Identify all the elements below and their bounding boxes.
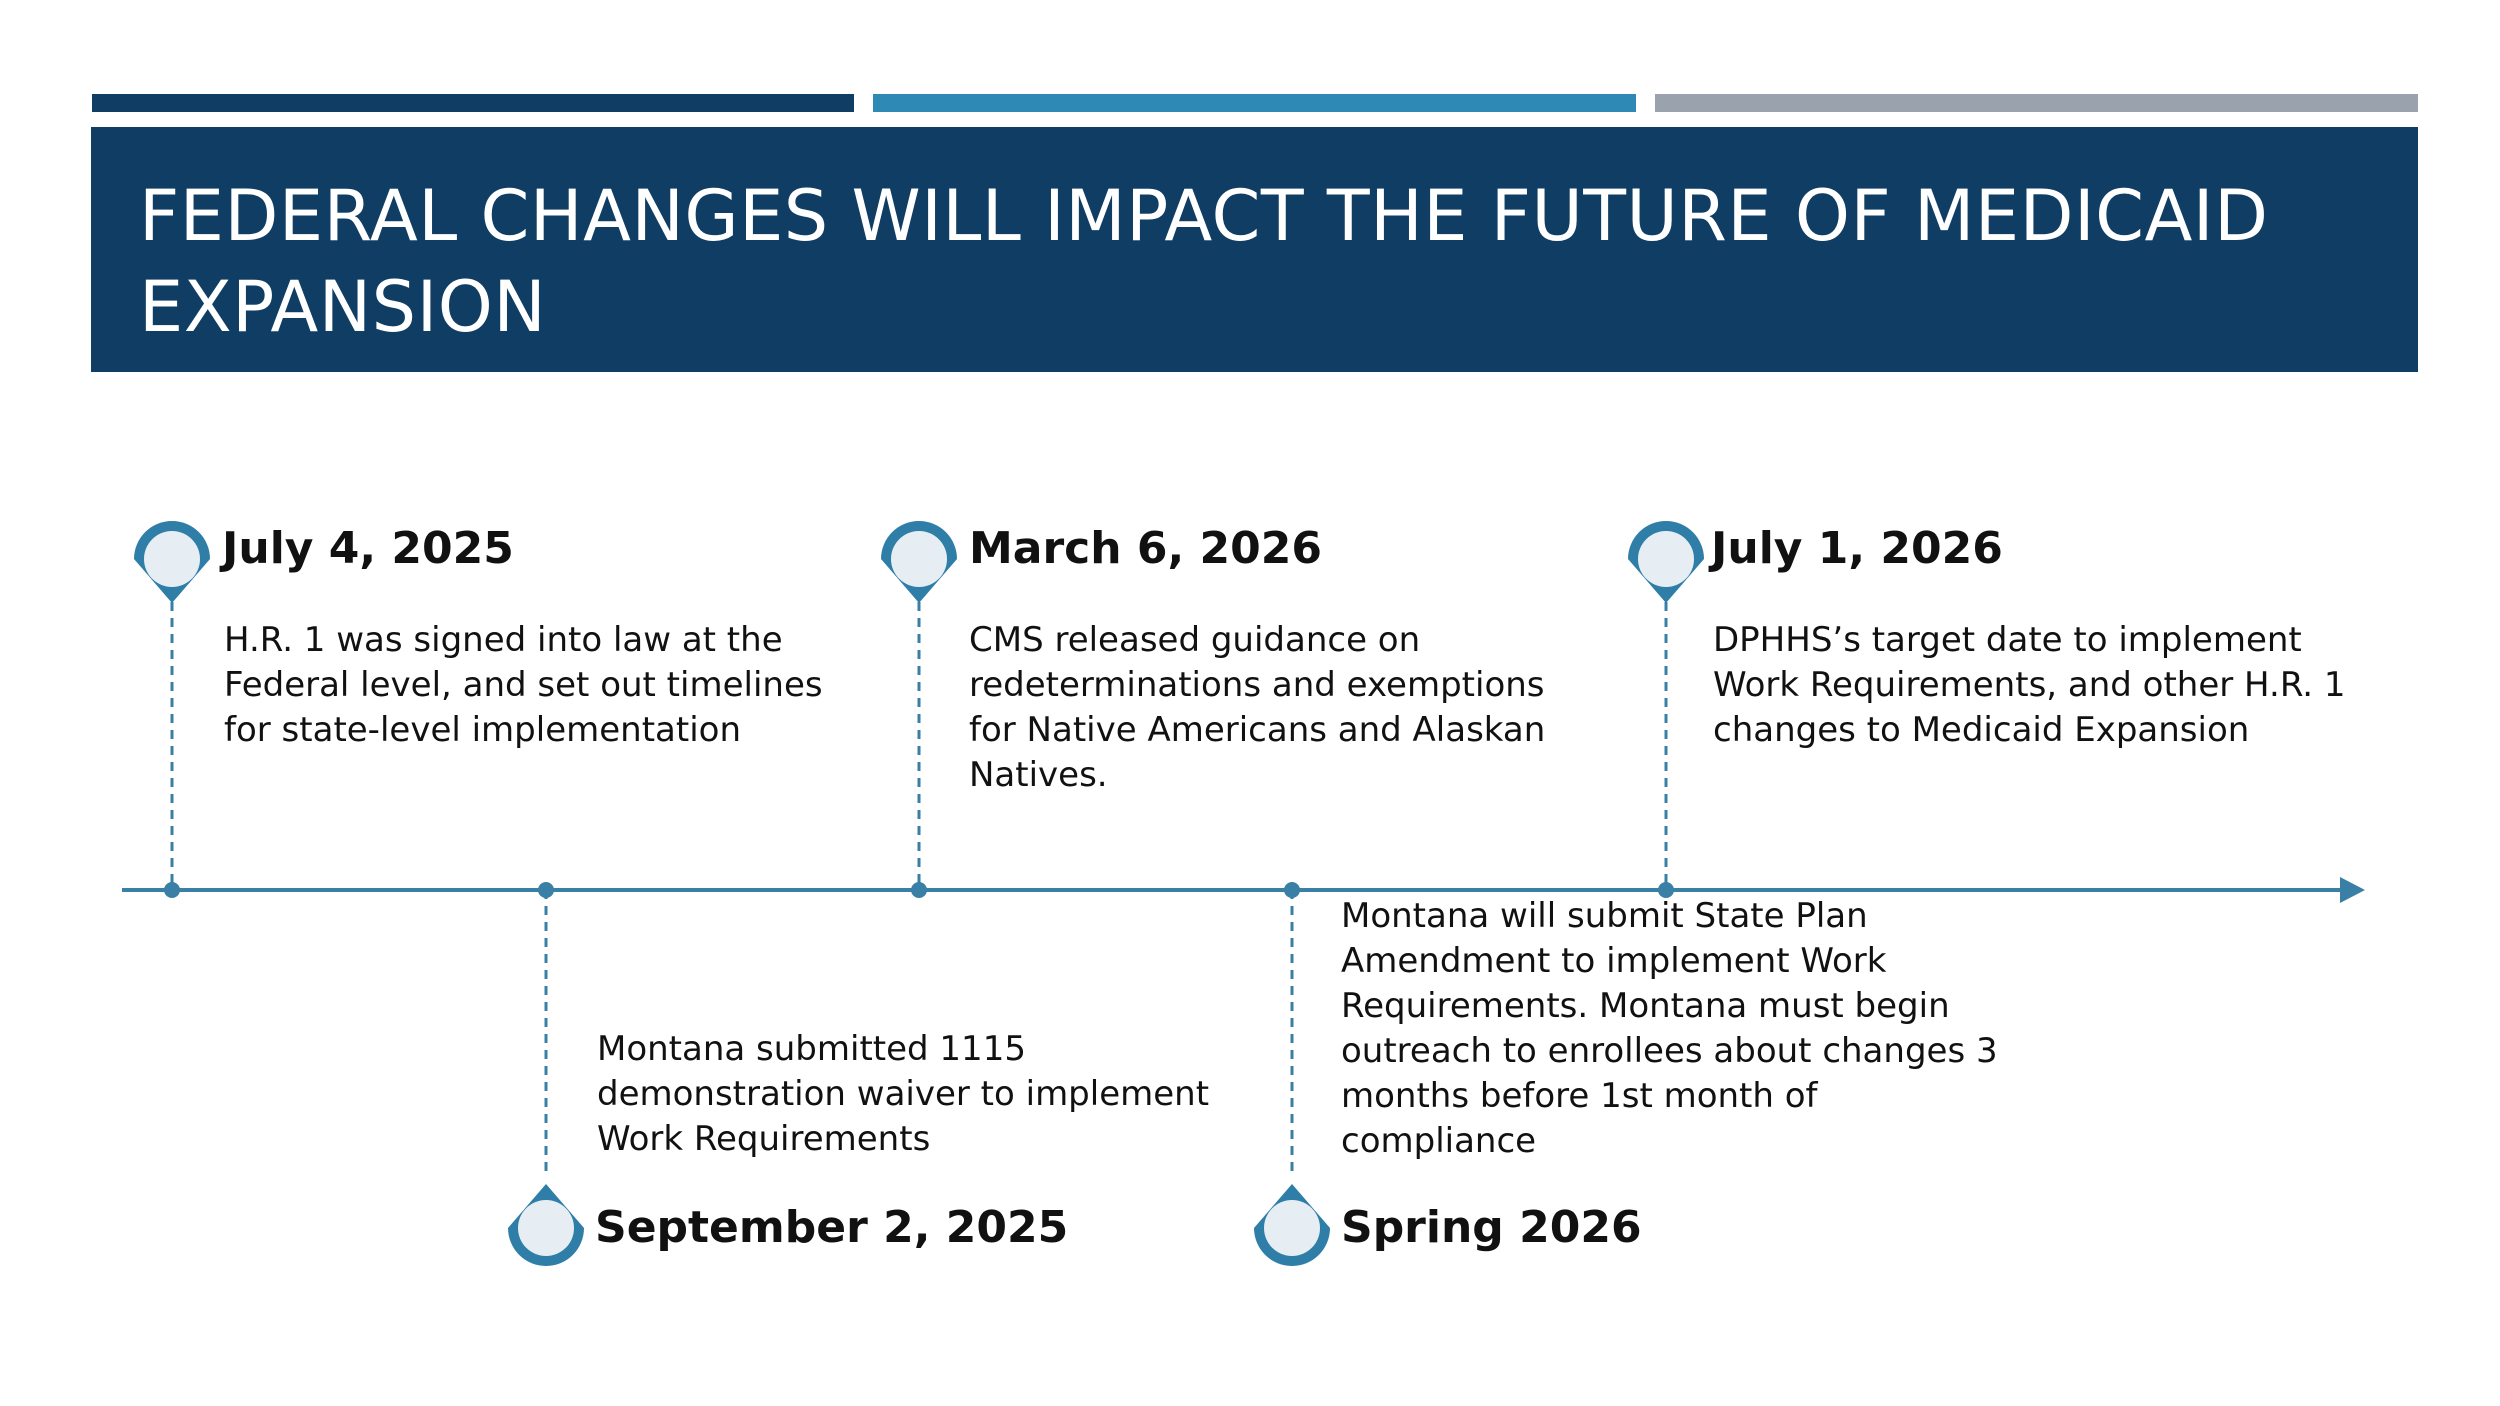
slide-title: FEDERAL CHANGES WILL IMPACT THE FUTURE O… bbox=[139, 175, 2269, 348]
title-banner: FEDERAL CHANGES WILL IMPACT THE FUTURE O… bbox=[91, 127, 2418, 372]
location-pin-icon bbox=[508, 1184, 584, 1266]
node-5 bbox=[1658, 882, 1674, 898]
location-pin-icon bbox=[881, 521, 957, 603]
accent-bar-dark-blue bbox=[92, 94, 854, 112]
location-pin-icon bbox=[134, 521, 210, 603]
event-date-5: July 1, 2026 bbox=[1711, 523, 2003, 574]
event-description-4: Montana will submit State Plan Amendment… bbox=[1341, 896, 1998, 1161]
node-2 bbox=[538, 882, 554, 898]
event-date-2: September 2, 2025 bbox=[595, 1202, 1069, 1253]
node-4 bbox=[1284, 882, 1300, 898]
node-3 bbox=[911, 882, 927, 898]
event-description-5: DPHHS’s target date to implement Work Re… bbox=[1713, 620, 2346, 750]
location-pin-icon bbox=[1628, 521, 1704, 603]
event-description-2: Montana submitted 1115 demonstration wai… bbox=[597, 1029, 1210, 1159]
accent-bar-gray bbox=[1655, 94, 2418, 112]
event-date-3: March 6, 2026 bbox=[969, 523, 1323, 574]
timeline-arrowhead bbox=[2340, 877, 2365, 903]
event-date-1: July 4, 2025 bbox=[222, 523, 514, 574]
event-description-1: H.R. 1 was signed into law at the Federa… bbox=[224, 620, 823, 750]
accent-bar-teal bbox=[873, 94, 1636, 112]
location-pin-icon bbox=[1254, 1184, 1330, 1266]
event-description-3: CMS released guidance on redetermination… bbox=[969, 620, 1546, 795]
node-1 bbox=[164, 882, 180, 898]
event-date-4: Spring 2026 bbox=[1341, 1202, 1642, 1253]
